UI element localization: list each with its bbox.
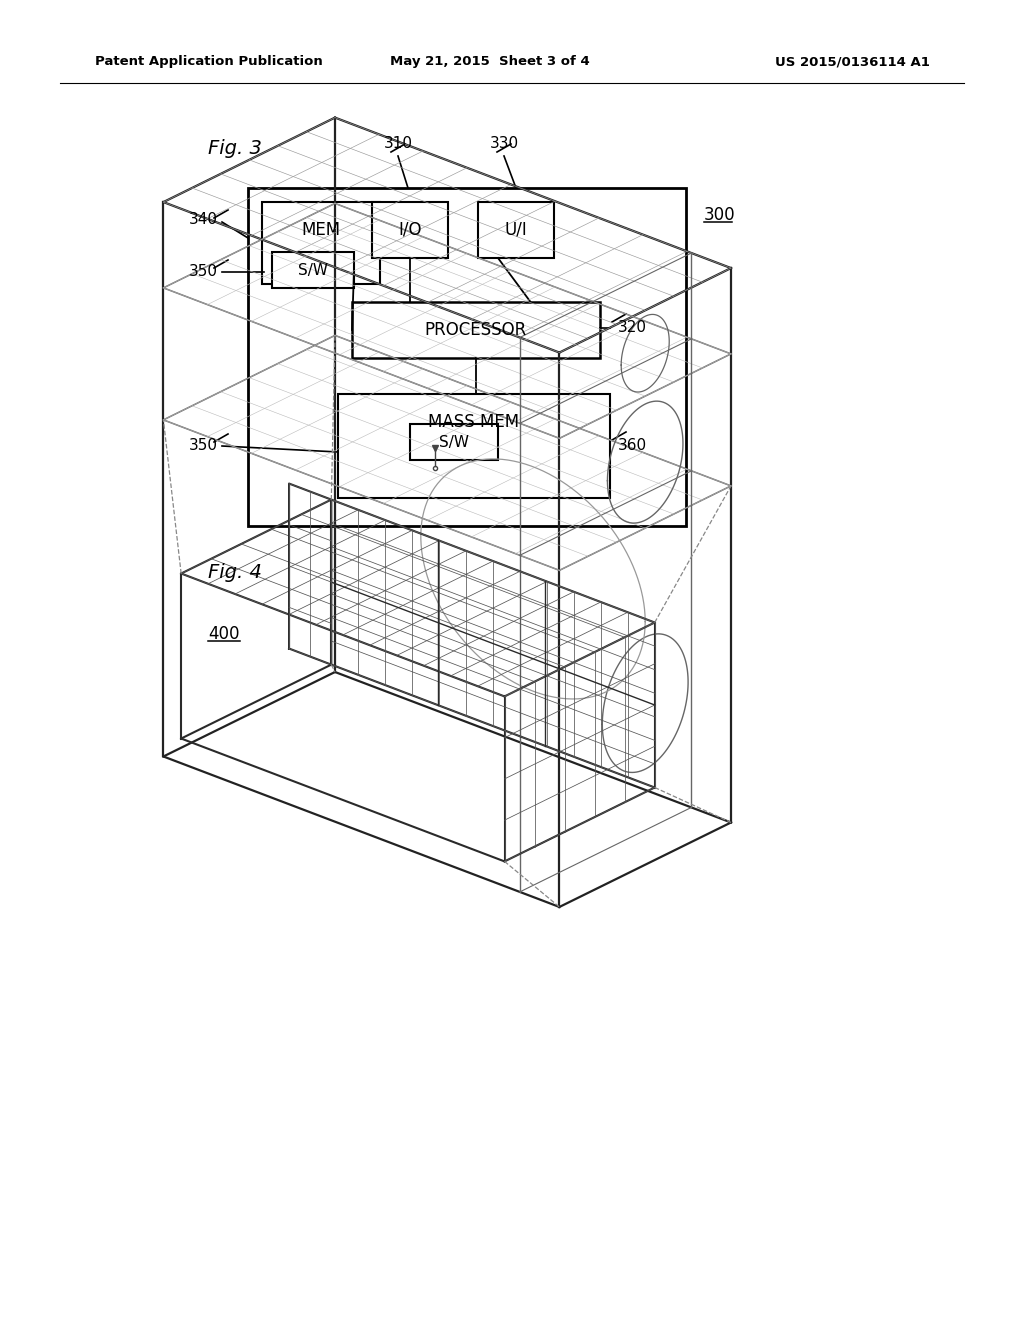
Text: I/O: I/O (398, 220, 422, 239)
Text: 330: 330 (489, 136, 518, 152)
Text: S/W: S/W (439, 434, 469, 450)
Text: MEM: MEM (301, 220, 341, 239)
FancyBboxPatch shape (352, 302, 600, 358)
FancyBboxPatch shape (248, 187, 686, 525)
FancyBboxPatch shape (338, 393, 610, 498)
Text: 350: 350 (189, 438, 218, 454)
Text: 340: 340 (189, 213, 218, 227)
Text: 320: 320 (618, 321, 647, 335)
Text: Fig. 3: Fig. 3 (208, 139, 262, 157)
Text: S/W: S/W (298, 263, 328, 277)
Text: Patent Application Publication: Patent Application Publication (95, 55, 323, 69)
Text: 300: 300 (705, 206, 735, 224)
Text: US 2015/0136114 A1: US 2015/0136114 A1 (775, 55, 930, 69)
FancyBboxPatch shape (272, 252, 354, 288)
Text: Fig. 4: Fig. 4 (208, 562, 262, 582)
FancyBboxPatch shape (262, 202, 380, 284)
Text: 360: 360 (618, 438, 647, 454)
Text: 400: 400 (208, 624, 240, 643)
Text: PROCESSOR: PROCESSOR (425, 321, 527, 339)
FancyBboxPatch shape (478, 202, 554, 257)
FancyBboxPatch shape (372, 202, 449, 257)
Text: 310: 310 (384, 136, 413, 152)
Text: May 21, 2015  Sheet 3 of 4: May 21, 2015 Sheet 3 of 4 (390, 55, 590, 69)
FancyBboxPatch shape (410, 424, 498, 459)
Text: 350: 350 (189, 264, 218, 280)
Text: U/I: U/I (505, 220, 527, 239)
Text: MASS MEM: MASS MEM (428, 413, 519, 432)
